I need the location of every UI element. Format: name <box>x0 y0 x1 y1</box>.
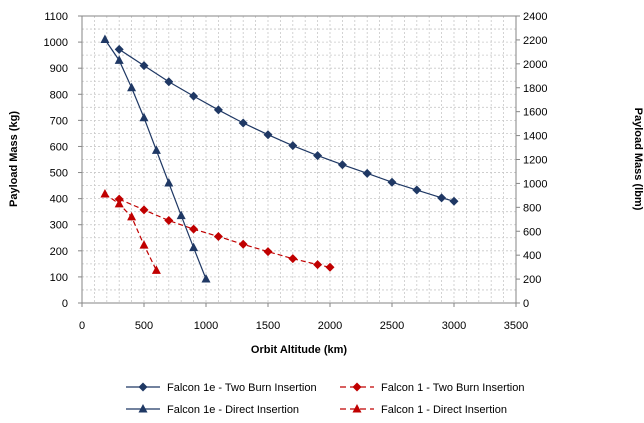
triangle-marker <box>164 177 174 187</box>
diamond-marker <box>164 77 174 87</box>
y-tick-label: 600 <box>50 141 68 153</box>
triangle-marker <box>100 34 110 43</box>
y2-tick-label: 2000 <box>523 59 547 71</box>
legend-label: Falcon 1 - Two Burn Insertion <box>381 382 524 394</box>
triangle-marker <box>127 211 137 221</box>
y-tick-label: 500 <box>50 168 68 180</box>
diamond-marker <box>114 44 124 54</box>
diamond-marker <box>437 193 447 203</box>
triangle-marker <box>100 188 110 198</box>
y-tick-label: 1100 <box>44 11 68 23</box>
y-axis-title: Payload Mass (kg) <box>8 111 20 207</box>
triangle-marker <box>138 404 148 413</box>
y-tick-label: 1000 <box>44 37 68 49</box>
legend-item: Falcon 1 - Direct Insertion <box>340 404 507 416</box>
triangle-marker <box>114 55 124 64</box>
x-tick-label: 3000 <box>442 320 466 332</box>
diamond-marker <box>139 205 149 215</box>
diamond-marker <box>213 105 223 115</box>
y2-tick-label: 2200 <box>523 35 547 47</box>
diamond-marker <box>449 196 459 206</box>
triangle-marker <box>151 265 161 274</box>
diamond-marker <box>337 160 347 170</box>
y2-tick-label: 1600 <box>523 107 547 119</box>
diamond-marker <box>213 231 223 241</box>
diamond-marker <box>263 247 273 257</box>
x-tick-label: 1000 <box>194 320 218 332</box>
triangle-marker <box>139 240 149 249</box>
diamond-marker <box>313 260 323 270</box>
diamond-marker <box>387 177 397 187</box>
y2-tick-label: 200 <box>523 274 541 286</box>
series-3 <box>100 34 211 283</box>
series-line <box>118 198 331 268</box>
x-tick-label: 2500 <box>380 320 404 332</box>
triangle-marker <box>201 273 211 283</box>
y2-tick-label: 0 <box>523 298 529 310</box>
x-tick-label: 500 <box>135 320 153 332</box>
y2-tick-label: 2400 <box>523 11 547 23</box>
series-4 <box>100 188 161 274</box>
diamond-marker <box>263 130 273 140</box>
y2-axis-title: Payload Mass (lbm) <box>632 108 644 211</box>
triangle-marker <box>139 112 149 122</box>
diamond-marker <box>138 382 148 392</box>
y2-tick-label: 1800 <box>523 83 547 95</box>
diamond-marker <box>352 382 362 392</box>
diamond-marker <box>238 118 248 128</box>
y-tick-label: 0 <box>62 298 68 310</box>
y2-tick-label: 400 <box>523 250 541 262</box>
diamond-marker <box>189 91 199 101</box>
y-tick-label: 400 <box>50 194 68 206</box>
legend-label: Falcon 1e - Direct Insertion <box>167 404 299 416</box>
legend-item: Falcon 1e - Two Burn Insertion <box>126 382 317 394</box>
y2-tick-label: 1400 <box>523 131 547 143</box>
legend-label: Falcon 1e - Two Burn Insertion <box>167 382 317 394</box>
y2-tick-label: 600 <box>523 226 541 238</box>
diamond-marker <box>288 254 298 264</box>
y2-tick-label: 1200 <box>523 155 547 167</box>
x-tick-label: 3500 <box>504 320 528 332</box>
y-tick-label: 700 <box>50 115 68 127</box>
x-tick-label: 2000 <box>318 320 342 332</box>
y2-tick-label: 800 <box>523 202 541 214</box>
series-line <box>118 48 455 202</box>
diamond-marker <box>325 262 335 272</box>
triangle-marker <box>352 404 362 413</box>
x-tick-label: 1500 <box>256 320 280 332</box>
x-tick-label: 0 <box>79 320 85 332</box>
triangle-marker <box>127 82 137 92</box>
series-2 <box>114 194 335 272</box>
x-axis-title: Orbit Altitude (km) <box>251 344 347 356</box>
diamond-marker <box>412 185 422 195</box>
diamond-marker <box>139 61 149 71</box>
triangle-marker <box>176 210 186 220</box>
series-1 <box>114 44 459 206</box>
diamond-marker <box>189 224 199 234</box>
diamond-marker <box>288 141 298 151</box>
legend-item: Falcon 1 - Two Burn Insertion <box>340 382 524 394</box>
diamond-marker <box>238 239 248 249</box>
y-tick-label: 200 <box>50 246 68 258</box>
y-tick-label: 300 <box>50 220 68 232</box>
y-tick-label: 800 <box>50 89 68 101</box>
triangle-marker <box>189 242 199 252</box>
diamond-marker <box>164 216 174 226</box>
legend-label: Falcon 1 - Direct Insertion <box>381 404 507 416</box>
diamond-marker <box>313 151 323 161</box>
triangle-marker <box>114 198 124 208</box>
y2-tick-label: 1000 <box>523 178 547 190</box>
triangle-marker <box>151 145 161 154</box>
legend-item: Falcon 1e - Direct Insertion <box>126 404 299 416</box>
diamond-marker <box>362 168 372 178</box>
y-tick-label: 100 <box>50 272 68 284</box>
y-tick-label: 900 <box>50 63 68 75</box>
series-line <box>104 193 157 271</box>
